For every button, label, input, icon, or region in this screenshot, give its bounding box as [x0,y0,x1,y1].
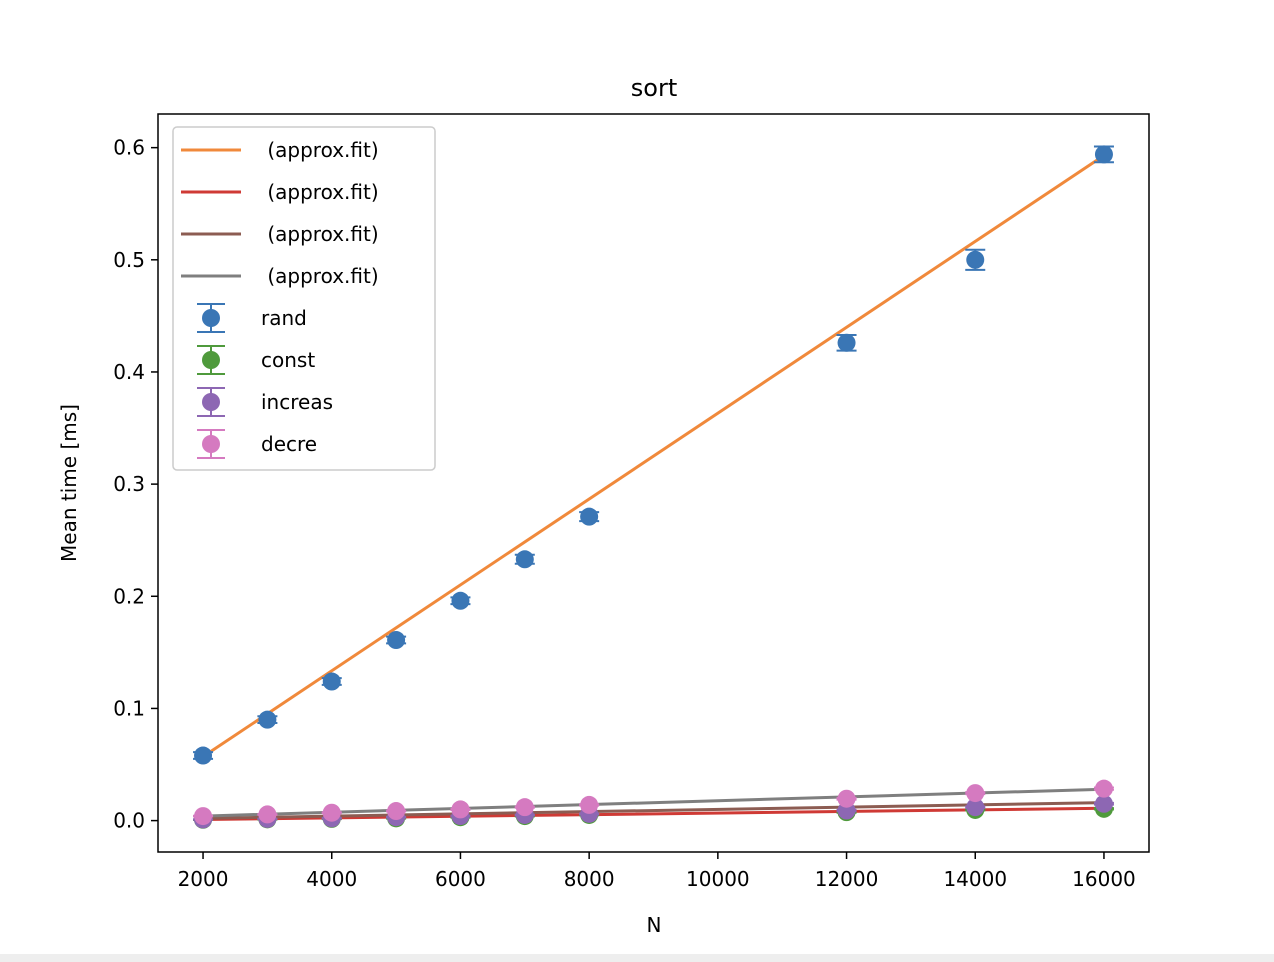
legend-fit-label: (approx.fit) [261,138,379,162]
point-increas [966,798,985,817]
point-decre [451,800,470,819]
point-rand [837,333,856,352]
y-axis-label: Mean time [ms] [57,404,81,562]
point-decre [258,805,277,824]
legend-series-label: const [261,348,315,372]
point-decre [966,784,985,803]
point-rand [966,250,985,269]
x-tick-label: 10000 [686,867,750,891]
y-tick-label: 0.1 [113,696,145,720]
point-decre [322,803,341,822]
legend-fit-label: (approx.fit) [261,264,379,288]
y-tick-label: 0.6 [113,136,145,160]
point-decre [580,795,599,814]
point-rand [515,550,534,569]
plot-frame [157,113,1150,853]
x-tick-label: 8000 [564,867,615,891]
fit-line-1 [202,154,1105,758]
y-tick-label: 0.0 [113,809,145,833]
point-decre [387,802,406,821]
point-rand [580,507,599,526]
point-rand [387,631,406,650]
x-tick-label: 14000 [943,867,1007,891]
x-tick-label: 2000 [178,867,229,891]
x-tick-label: 12000 [815,867,879,891]
point-rand [322,672,341,691]
legend-series-marker [202,351,220,369]
x-tick-label: 4000 [306,867,357,891]
point-decre [194,807,213,826]
x-tick-label: 6000 [435,867,486,891]
point-decre [837,789,856,808]
y-axis: 0.0 0.1 0.2 0.3 0.4 0.5 0.6 [113,136,158,833]
x-axis: 2000 4000 6000 8000 10000 12000 14000 16000 [178,852,1136,891]
point-rand [194,746,213,765]
legend-series-label: decre [261,432,317,456]
legend-series-label: rand [261,306,307,330]
point-rand [1094,145,1113,164]
point-rand [451,591,470,610]
point-decre [1094,779,1113,798]
bottom-strip [0,954,1274,962]
x-axis-label: N [647,913,662,937]
fit-line-2 [203,806,1104,821]
legend-series-marker [202,393,220,411]
legend: (approx.fit) (approx.fit) (approx.fit) (… [172,126,436,471]
legend-series-marker [202,309,220,327]
point-decre [515,798,534,817]
y-tick-label: 0.2 [113,584,145,608]
fit-line-4 [203,787,1104,818]
legend-series-marker [202,435,220,453]
point-increas [1094,794,1113,813]
legend-box [172,126,436,471]
x-tick-label: 16000 [1072,867,1136,891]
y-tick-label: 0.3 [113,472,145,496]
point-rand [258,710,277,729]
chart-title: sort [631,74,677,102]
fit-line-3 [203,801,1104,820]
y-tick-label: 0.5 [113,248,145,272]
y-tick-label: 0.4 [113,360,145,384]
plot-area [157,113,1150,853]
legend-fit-label: (approx.fit) [261,222,379,246]
legend-fit-label: (approx.fit) [261,180,379,204]
legend-series-label: increas [261,390,333,414]
